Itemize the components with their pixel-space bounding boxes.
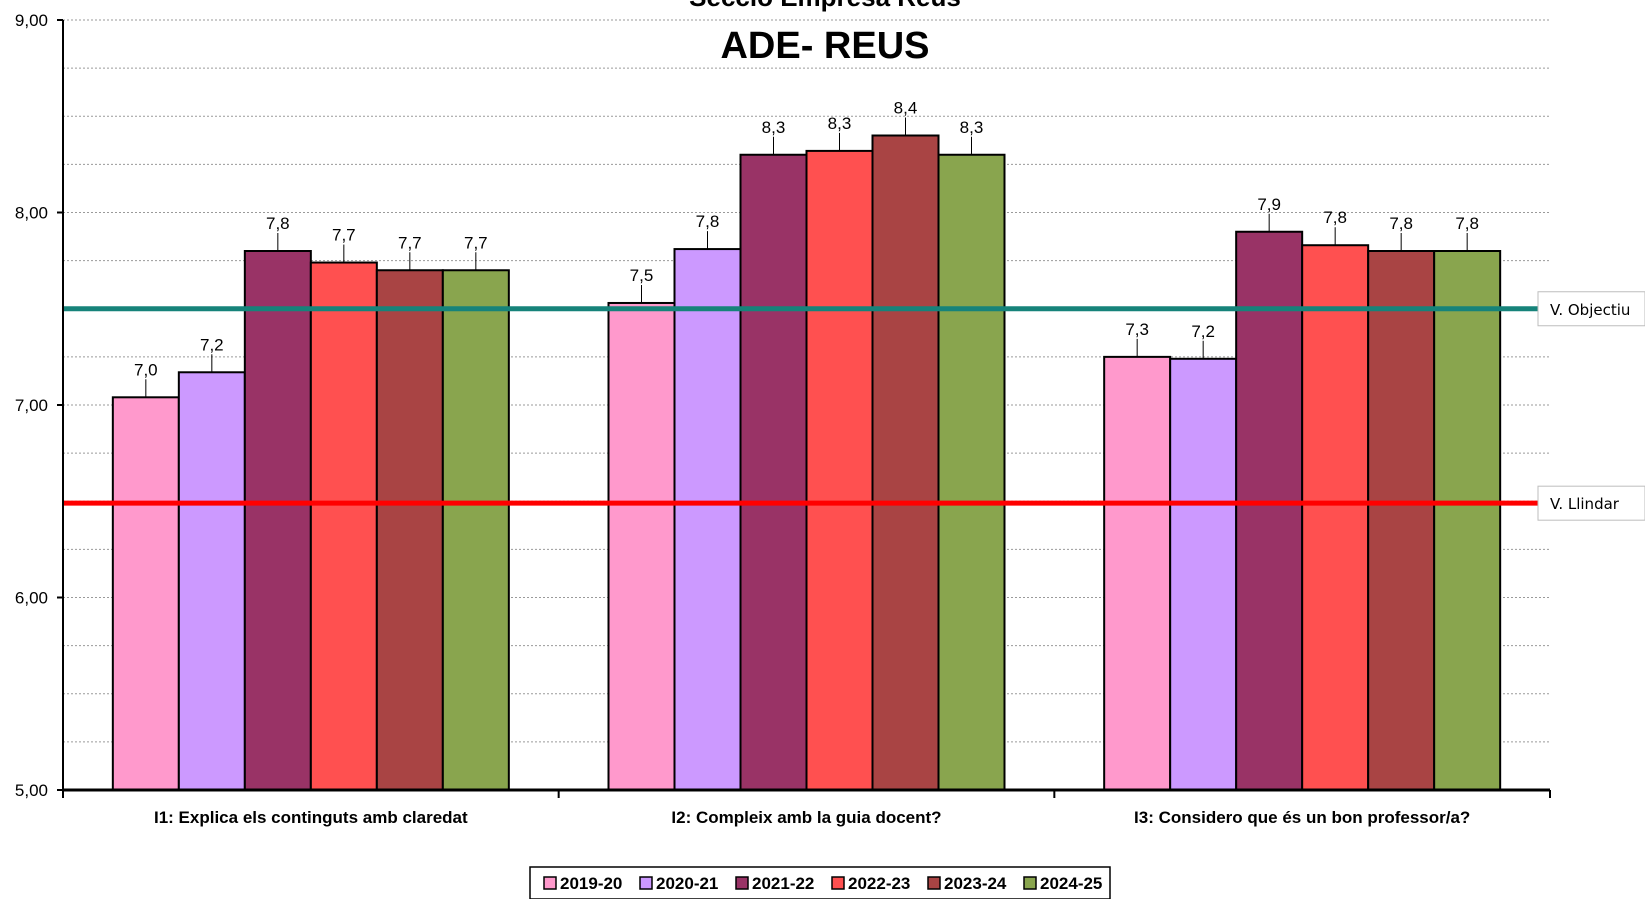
bar bbox=[1433, 250, 1502, 791]
bar bbox=[1235, 230, 1304, 791]
bar bbox=[607, 301, 676, 791]
bar bbox=[1169, 357, 1238, 791]
y-tick-label: 8,00 bbox=[15, 204, 48, 223]
legend-swatch bbox=[927, 876, 941, 890]
data-label: 8,3 bbox=[960, 118, 984, 137]
reference-line-label-box bbox=[1537, 291, 1645, 327]
y-tick-label: 9,00 bbox=[15, 11, 48, 30]
data-label: 8,3 bbox=[762, 118, 786, 137]
data-label: 7,8 bbox=[1323, 208, 1347, 227]
legend-box bbox=[529, 866, 1111, 899]
legend: 2019-20 2020-21 2021-22 2022-23 2023-24 2024-… bbox=[529, 866, 1111, 899]
data-label: 7,7 bbox=[332, 226, 356, 245]
data-label: 7,9 bbox=[1257, 195, 1281, 214]
bar bbox=[673, 248, 742, 791]
legend-item: 2023-24 bbox=[944, 874, 1007, 893]
legend-item: 2019-20 bbox=[560, 874, 622, 893]
legend-item: 2022-23 bbox=[848, 874, 910, 893]
legend-swatch bbox=[543, 876, 557, 890]
bar bbox=[177, 371, 246, 791]
data-label: 7,7 bbox=[464, 233, 488, 252]
bar bbox=[111, 396, 180, 791]
bars bbox=[111, 134, 1502, 792]
chart-title: ADE- REUS bbox=[720, 25, 929, 67]
y-tick-label: 5,00 bbox=[15, 781, 48, 800]
data-label: 8,4 bbox=[894, 99, 918, 118]
legend-item: 2024-25 bbox=[1040, 874, 1102, 893]
data-label: 7,8 bbox=[266, 214, 290, 233]
bar bbox=[1301, 244, 1370, 792]
x-tick-label: I3: Considero que és un bon professor/a? bbox=[1134, 808, 1470, 827]
bar bbox=[805, 149, 874, 791]
legend-swatch bbox=[831, 876, 845, 890]
data-labels: 7,0 7,5 7,3 7,2 7,8 7,2 7,8 8,3 7,9 7,7 8,3 7,8 7,7 8… bbox=[134, 99, 1479, 398]
bar bbox=[243, 250, 312, 791]
reference-lines: V. Objectiu V. Llindar bbox=[63, 291, 1645, 521]
bar bbox=[375, 269, 444, 791]
bar bbox=[1367, 250, 1436, 791]
y-tick-label: 7,00 bbox=[15, 396, 48, 415]
legend-swatch bbox=[639, 876, 653, 890]
chart-title-cropped: Secció Empresa Reus bbox=[689, 0, 961, 12]
data-label: 7,8 bbox=[696, 212, 720, 231]
bar bbox=[937, 153, 1006, 791]
reference-line-label-box bbox=[1537, 485, 1645, 521]
x-tick-label: I1: Explica els continguts amb claredat bbox=[154, 808, 468, 827]
legend-swatch bbox=[1023, 876, 1037, 890]
x-tick-label: I2: Compleix amb la guia docent? bbox=[671, 808, 941, 827]
y-tick-label: 6,00 bbox=[15, 589, 48, 608]
data-label: 7,5 bbox=[630, 266, 654, 285]
bar bbox=[739, 153, 808, 791]
data-label: 7,0 bbox=[134, 360, 158, 379]
axes: 5,00 6,00 7,00 8,00 9,00 I1: Explica els cont… bbox=[15, 11, 1551, 827]
data-label: 7,2 bbox=[200, 335, 224, 354]
bar bbox=[871, 134, 940, 791]
data-label: 7,3 bbox=[1125, 320, 1149, 339]
bar bbox=[309, 261, 378, 791]
legend-item: 2020-21 bbox=[656, 874, 718, 893]
reference-line-label: V. Llindar bbox=[1550, 495, 1620, 513]
reference-line-label: V. Objectiu bbox=[1550, 301, 1630, 319]
data-label: 7,2 bbox=[1191, 322, 1215, 341]
bar bbox=[1103, 355, 1172, 791]
data-label: 7,8 bbox=[1455, 214, 1479, 233]
legend-swatch bbox=[735, 876, 749, 890]
data-label: 8,3 bbox=[828, 114, 852, 133]
data-label: 7,8 bbox=[1389, 214, 1413, 233]
legend-item: 2021-22 bbox=[752, 874, 814, 893]
data-label: 7,7 bbox=[398, 233, 422, 252]
bar bbox=[441, 269, 510, 791]
